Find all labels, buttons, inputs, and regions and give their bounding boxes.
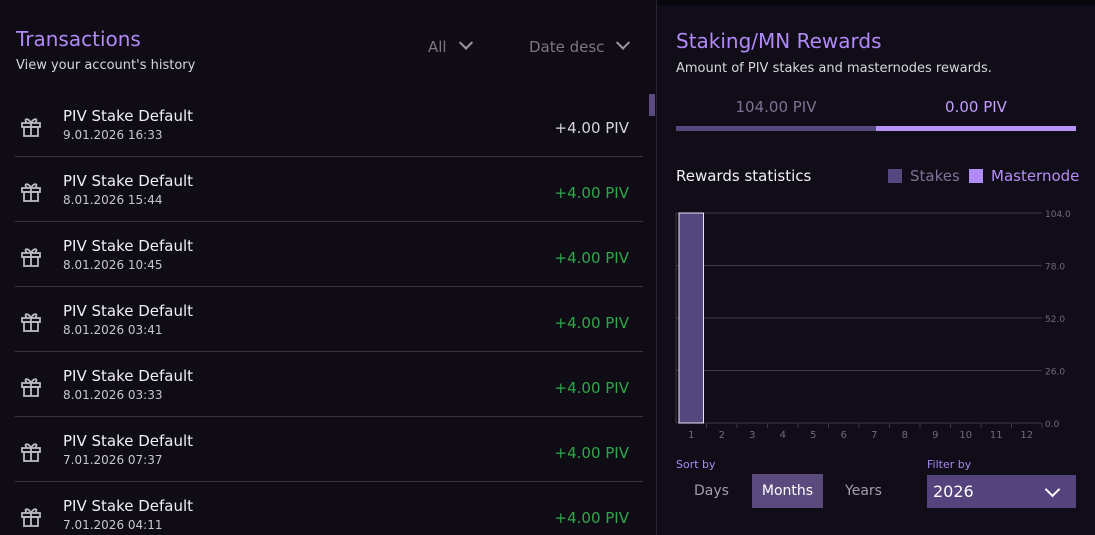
- bar-stakes-1: [678, 212, 704, 424]
- x-tick-label: 4: [780, 430, 786, 441]
- transaction-row[interactable]: PIV Stake Default 8.01.2026 03:33 +4.00 PI…: [15, 352, 643, 417]
- legend-masternode: Masternode: [969, 167, 1079, 185]
- gift-icon: [19, 244, 43, 268]
- transaction-amount: +4.00 PIV: [554, 379, 629, 397]
- legend-stakes: Stakes: [888, 167, 960, 185]
- rewards-panel: Staking/MN Rewards Amount of PIV stakes …: [657, 6, 1095, 535]
- x-tick-label: 8: [902, 430, 908, 441]
- chevron-down-icon: [1044, 481, 1061, 498]
- chevron-down-icon: [458, 35, 473, 50]
- sort-days-button[interactable]: Days: [694, 483, 729, 499]
- transaction-row[interactable]: PIV Stake Default 8.01.2026 10:45 +4.00 PI…: [15, 222, 643, 287]
- y-tick-label: 0.0: [1045, 420, 1060, 430]
- gift-icon: [19, 309, 43, 333]
- transaction-name: PIV Stake Default: [63, 107, 194, 125]
- transaction-amount: +4.00 PIV: [554, 119, 629, 137]
- x-tick-label: 11: [990, 430, 1003, 441]
- transaction-name: PIV Stake Default: [63, 367, 194, 385]
- year-filter-value: 2026: [933, 482, 974, 501]
- sort-by-label: Sort by: [676, 458, 716, 471]
- chevron-down-icon: [616, 35, 631, 50]
- sort-order-label: Date desc: [529, 38, 605, 56]
- transaction-date: 8.01.2026 15:44: [63, 193, 163, 207]
- transaction-date: 8.01.2026 03:41: [63, 323, 163, 337]
- transactions-title: Transactions: [16, 27, 141, 51]
- transaction-row[interactable]: PIV Stake Default 7.01.2026 07:37 +4.00 PI…: [15, 417, 643, 482]
- x-tick-label: 9: [932, 430, 938, 441]
- rewards-statistics-title: Rewards statistics: [676, 167, 812, 185]
- x-tick-label: 5: [810, 430, 816, 441]
- type-filter-label: All: [428, 38, 447, 56]
- y-tick-label: 78.0: [1045, 263, 1065, 273]
- transaction-name: PIV Stake Default: [63, 237, 194, 255]
- gift-icon: [19, 114, 43, 138]
- rewards-bar-chart: 104.078.052.026.00.01 2 3 4 5 6 7 8 9 10 11 12: [675, 210, 1071, 441]
- sort-years-button[interactable]: Years: [845, 483, 882, 499]
- filter-by-label: Filter by: [927, 458, 972, 471]
- stakes-swatch: [888, 169, 902, 183]
- sort-order-dropdown[interactable]: Date desc: [529, 35, 631, 56]
- transaction-row[interactable]: PIV Stake Default 8.01.2026 15:44 +4.00 PI…: [15, 157, 643, 222]
- transaction-name: PIV Stake Default: [63, 302, 194, 320]
- transaction-date: 7.01.2026 04:11: [63, 518, 163, 532]
- masternode-swatch: [969, 169, 983, 183]
- rewards-title: Staking/MN Rewards: [676, 29, 882, 53]
- x-tick-label: 3: [749, 430, 755, 441]
- transaction-list: PIV Stake Default 9.01.2026 16:33 +4.00 PI…: [15, 92, 643, 535]
- legend-stakes-label: Stakes: [910, 167, 960, 185]
- y-tick-label: 26.0: [1045, 368, 1065, 378]
- year-filter-select[interactable]: 2026: [927, 475, 1076, 508]
- transaction-row[interactable]: PIV Stake Default 7.01.2026 04:11 +4.00 PI…: [15, 482, 643, 535]
- transactions-panel: Transactions View your account's history…: [15, 27, 655, 535]
- transaction-amount: +4.00 PIV: [554, 314, 629, 332]
- transaction-date: 8.01.2026 10:45: [63, 258, 163, 272]
- x-tick-label: 12: [1020, 430, 1033, 441]
- x-tick-label: 7: [871, 430, 877, 441]
- y-tick-label: 52.0: [1045, 315, 1065, 325]
- transactions-subtitle: View your account's history: [16, 58, 196, 73]
- y-tick-label: 104.0: [1045, 210, 1071, 220]
- gift-icon: [19, 374, 43, 398]
- transaction-amount: +4.00 PIV: [554, 509, 629, 527]
- stakes-total: 104.00 PIV: [735, 98, 817, 116]
- transaction-date: 9.01.2026 16:33: [63, 128, 163, 142]
- x-tick-label: 1: [688, 430, 694, 441]
- masternode-total: 0.00 PIV: [945, 98, 1007, 116]
- masternode-indicator-bar: [876, 126, 1076, 131]
- gift-icon: [19, 504, 43, 528]
- transaction-row[interactable]: PIV Stake Default 8.01.2026 03:41 +4.00 PI…: [15, 287, 643, 352]
- rewards-subtitle: Amount of PIV stakes and masternodes rew…: [676, 61, 992, 76]
- transaction-name: PIV Stake Default: [63, 172, 194, 190]
- panel-divider: [656, 0, 657, 535]
- transaction-amount: +4.00 PIV: [554, 444, 629, 462]
- transaction-amount: +4.00 PIV: [554, 249, 629, 267]
- gift-icon: [19, 179, 43, 203]
- transaction-date: 7.01.2026 07:37: [63, 453, 163, 467]
- sort-months-button[interactable]: Months: [752, 474, 823, 508]
- stakes-indicator-bar: [676, 126, 876, 131]
- x-tick-label: 2: [719, 430, 725, 441]
- transaction-name: PIV Stake Default: [63, 432, 194, 450]
- transaction-amount: +4.00 PIV: [554, 184, 629, 202]
- transaction-name: PIV Stake Default: [63, 497, 194, 515]
- scrollbar-thumb[interactable]: [649, 94, 655, 116]
- legend-masternode-label: Masternode: [991, 167, 1080, 185]
- transaction-row[interactable]: PIV Stake Default 9.01.2026 16:33 +4.00 PI…: [15, 92, 643, 157]
- x-tick-label: 10: [959, 430, 972, 441]
- x-tick-label: 6: [841, 430, 847, 441]
- gift-icon: [19, 439, 43, 463]
- type-filter-dropdown[interactable]: All: [428, 35, 473, 56]
- transaction-date: 8.01.2026 03:33: [63, 388, 163, 402]
